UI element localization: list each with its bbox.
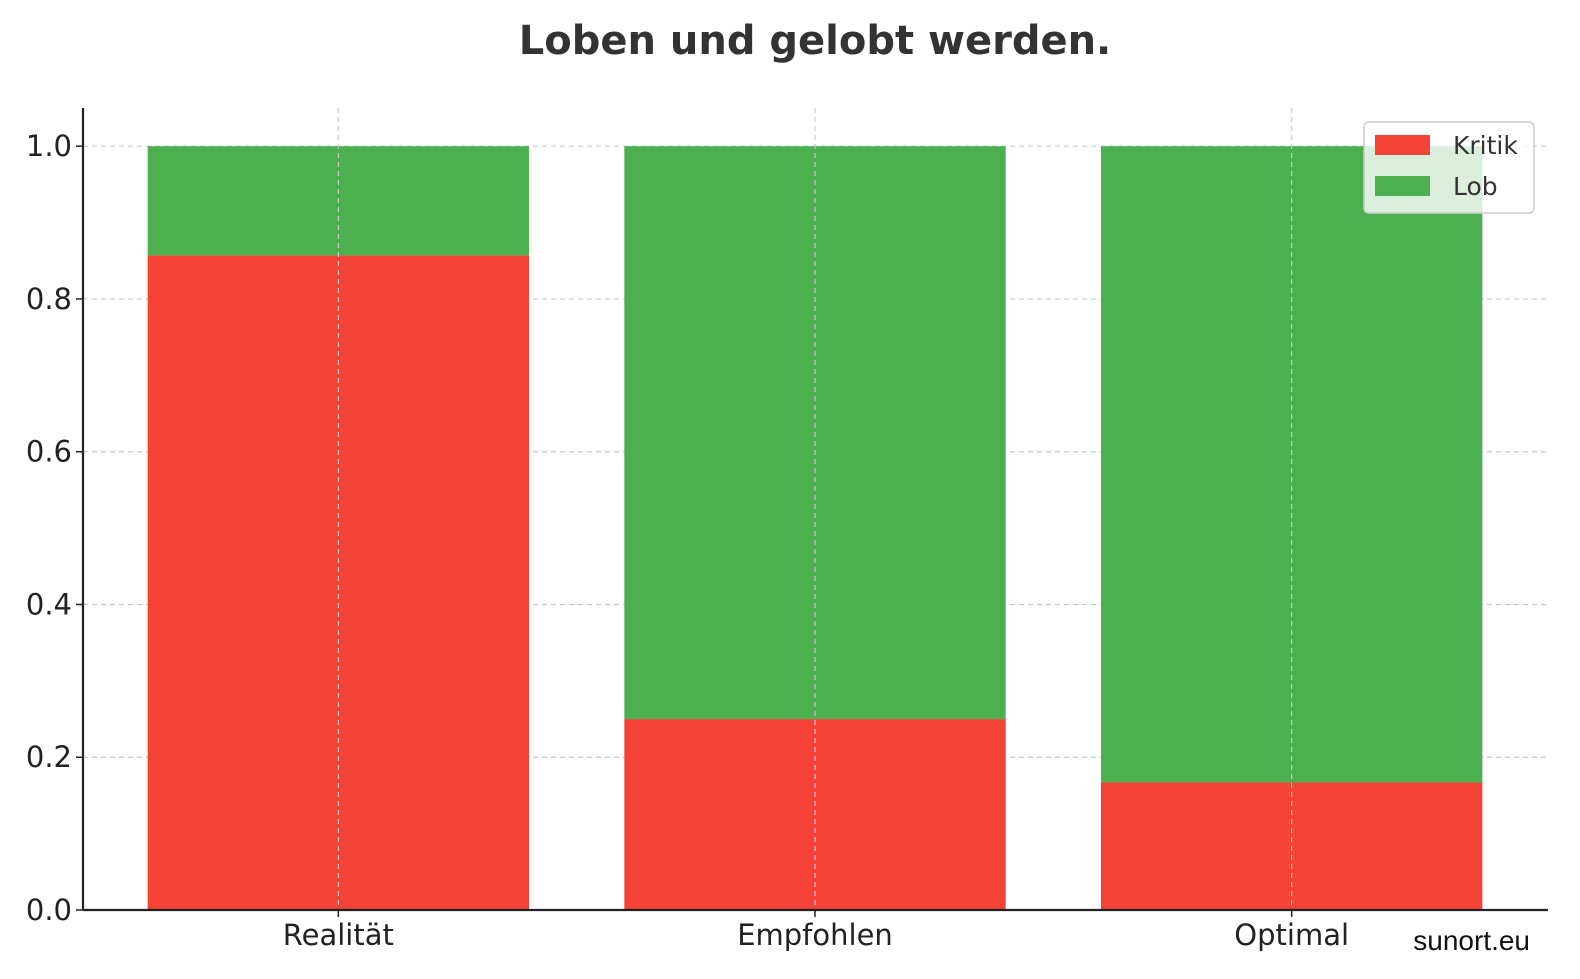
- y-tick-label: 0.4: [26, 587, 72, 621]
- y-tick-label: 0.2: [26, 740, 72, 774]
- chart-title: Loben und gelobt werden.: [519, 18, 1112, 64]
- x-tick-label: Realität: [283, 918, 394, 952]
- x-tick-label: Optimal: [1234, 918, 1349, 952]
- x-tick-label: Empfohlen: [737, 918, 893, 952]
- legend-swatch-kritik: [1375, 135, 1430, 155]
- ticks-layer: 0.0 0.2 0.4 0.6 0.8 1.0 Realität Empfohlen Optim…: [26, 129, 1349, 952]
- watermark-text: sunort.eu: [1413, 925, 1530, 956]
- y-tick-label: 1.0: [26, 129, 72, 163]
- y-tick-label: 0.0: [26, 893, 72, 927]
- legend: Kritik Lob: [1363, 121, 1535, 214]
- legend-swatch-lob: [1375, 176, 1430, 196]
- y-tick-label: 0.6: [26, 435, 72, 469]
- legend-label-lob: Lob: [1453, 172, 1498, 201]
- y-tick-label: 0.8: [26, 282, 72, 316]
- legend-label-kritik: Kritik: [1453, 131, 1518, 160]
